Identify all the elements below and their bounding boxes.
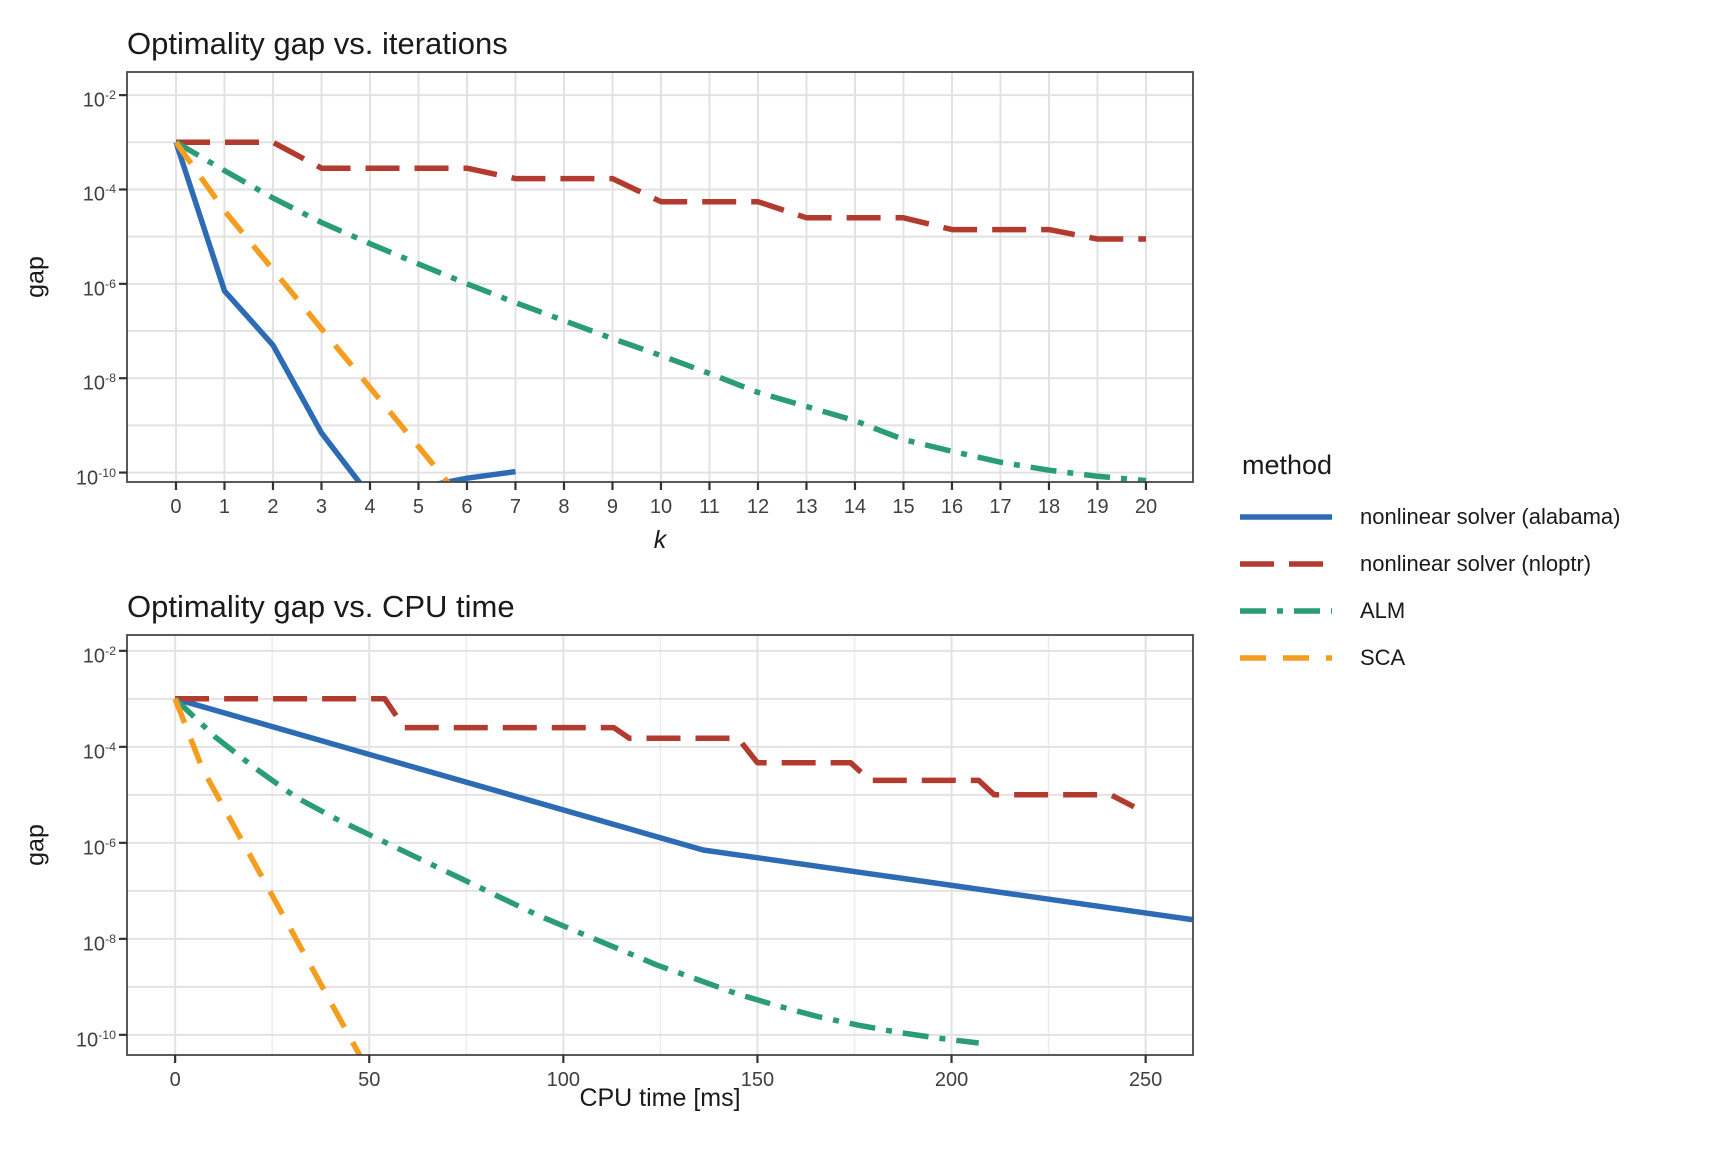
x-tick-label: 0 (169, 1069, 181, 1091)
legend-item-label: nonlinear solver (alabama) (1360, 503, 1621, 529)
y-tick-label: 10-10 (75, 1027, 116, 1052)
x-tick-label: 100 (546, 1069, 581, 1091)
chart2-title: Optimality gap vs. CPU time (127, 589, 515, 624)
legend-item: ALM (1240, 587, 1720, 634)
x-tick-label: 3 (315, 496, 328, 518)
x-tick-label: 1 (218, 496, 231, 518)
chart1-title: Optimality gap vs. iterations (127, 26, 508, 61)
chart1-x-axis-label: k (653, 526, 667, 554)
legend: method nonlinear solver (alabama) nonline… (1240, 450, 1720, 681)
series-line-alm (174, 139, 1147, 482)
x-tick-label: 250 (1128, 1069, 1163, 1091)
x-tick-label: 20 (1134, 496, 1158, 518)
x-tick-label: 17 (989, 496, 1012, 518)
y-tick-label: 10-2 (82, 88, 116, 112)
x-tick-label: 11 (699, 496, 720, 518)
x-tick-label: 7 (509, 496, 522, 518)
y-tick-label: 10-4 (82, 739, 116, 764)
series-line-alm (173, 696, 980, 1046)
y-tick-label: 10-4 (82, 182, 116, 207)
x-tick-label: 5 (412, 496, 425, 518)
x-tick-label: 16 (940, 496, 964, 518)
x-tick-label: 9 (606, 496, 619, 518)
legend-key-line (1240, 654, 1332, 661)
y-tick-label: 10-10 (75, 465, 116, 490)
x-tick-label: 10 (649, 496, 673, 518)
x-tick-label: 8 (558, 496, 570, 518)
x-tick-label: 18 (1037, 496, 1061, 518)
x-tick-label: 200 (934, 1069, 969, 1091)
legend-item-label: nonlinear solver (nloptr) (1360, 550, 1592, 576)
x-tick-label: 12 (746, 496, 770, 518)
x-tick-label: 19 (1086, 496, 1109, 518)
legend-key-line (1240, 607, 1332, 614)
series-line-nonlinear-solver-nloptr- (175, 696, 1136, 810)
x-tick-label: 4 (364, 496, 376, 518)
legend-item: nonlinear solver (alabama) (1240, 493, 1720, 540)
y-tick-label: 10-8 (82, 371, 116, 395)
legend-key-line (1240, 513, 1332, 520)
y-tick-label: 10-8 (82, 931, 116, 956)
legend-items: nonlinear solver (alabama) nonlinear solv… (1240, 493, 1720, 681)
x-tick-label: 2 (267, 496, 279, 518)
legend-item: nonlinear solver (nloptr) (1240, 540, 1720, 587)
chart-panel-1 (119, 71, 1194, 490)
x-tick-label: 14 (843, 496, 867, 518)
x-tick-label: 50 (358, 1069, 381, 1091)
series-line-nonlinear-solver-nloptr- (176, 139, 1146, 242)
legend-key-line (1240, 560, 1332, 567)
legend-item-label: ALM (1360, 597, 1406, 623)
x-tick-label: 15 (892, 496, 915, 518)
legend-item: SCA (1240, 634, 1720, 681)
y-tick-label: 10-6 (82, 276, 116, 301)
x-tick-label: 13 (795, 496, 818, 518)
chart2-x-axis-label: CPU time [ms] (579, 1084, 741, 1112)
series-line-nonlinear-solver-alabama- (173, 141, 516, 482)
panel-border (126, 634, 1194, 1056)
legend-title: method (1242, 450, 1333, 480)
chart-panel-2 (119, 634, 1194, 1063)
x-tick-label: 6 (461, 496, 473, 518)
y-tick-label: 10-6 (82, 835, 116, 860)
legend-item-label: SCA (1360, 644, 1406, 670)
y-tick-label: 10-2 (82, 643, 116, 668)
series-line-nonlinear-solver-alabama- (174, 696, 1193, 923)
x-tick-label: 150 (740, 1069, 775, 1091)
series-line-sca (173, 140, 452, 482)
x-tick-label: 0 (170, 496, 182, 518)
